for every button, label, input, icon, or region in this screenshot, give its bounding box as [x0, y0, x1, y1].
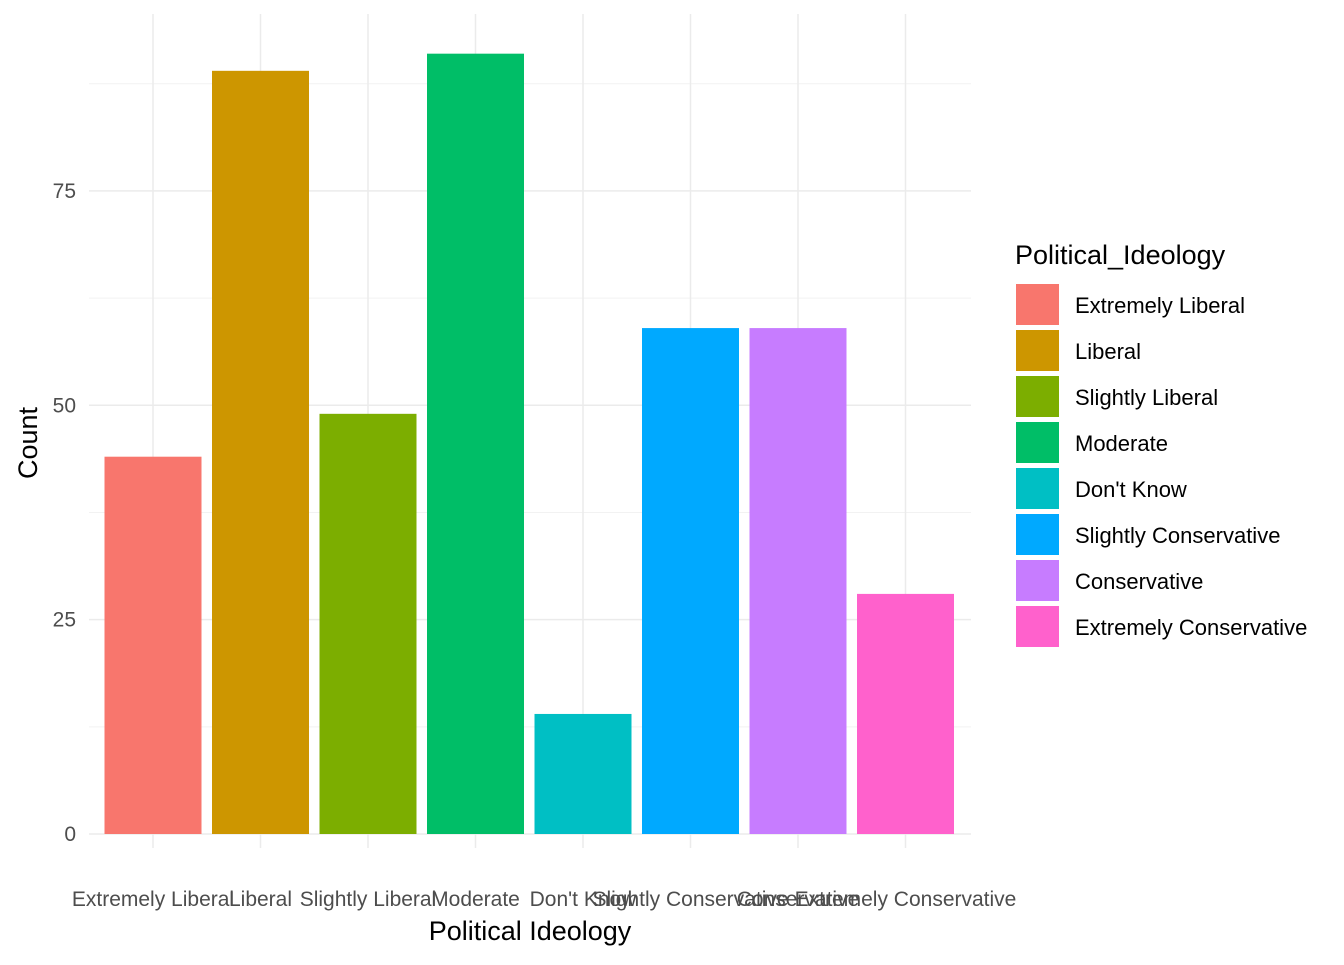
bar-5 — [642, 328, 739, 834]
bar-6 — [749, 328, 847, 834]
y-axis-title: Count — [13, 406, 43, 479]
y-tick-label: 75 — [53, 180, 76, 203]
legend-key — [1016, 468, 1059, 509]
legend-key — [1016, 376, 1059, 417]
bar-3 — [427, 53, 524, 835]
x-tick-label: Conservative — [737, 888, 860, 911]
legend-label: Extremely Conservative — [1075, 615, 1307, 640]
bars — [104, 53, 954, 835]
legend-label: Conservative — [1075, 569, 1203, 594]
legend-label: Extremely Liberal — [1075, 293, 1245, 318]
bar-1 — [212, 70, 309, 834]
x-tick-label: Extremely Conservative — [795, 888, 1017, 911]
x-tick-label: Moderate — [431, 888, 520, 911]
legend: Political_Ideology Extremely Liberal Libe… — [1015, 240, 1307, 647]
x-tick-label: Extremely Liberal — [72, 888, 234, 911]
x-tick-label: Liberal — [229, 888, 292, 911]
legend-key — [1016, 560, 1059, 601]
legend-label: Slightly Conservative — [1075, 523, 1280, 548]
y-tick-label: 25 — [53, 609, 76, 632]
legend-label: Liberal — [1075, 339, 1141, 364]
bar-2 — [319, 413, 417, 834]
x-axis-title: Political Ideology — [429, 916, 632, 946]
bar-0 — [104, 456, 202, 834]
legend-label: Don't Know — [1075, 477, 1187, 502]
legend-key — [1016, 514, 1059, 555]
legend-title: Political_Ideology — [1015, 240, 1226, 270]
legend-label: Slightly Liberal — [1075, 385, 1218, 410]
x-tick-label: Slightly Liberal — [300, 888, 437, 911]
legend-key — [1016, 284, 1059, 325]
legend-label: Moderate — [1075, 431, 1168, 456]
bar-4 — [534, 713, 632, 834]
legend-items: Extremely Liberal Liberal Slightly Liberal… — [1016, 284, 1307, 647]
y-tick-label: 50 — [53, 394, 76, 417]
legend-key — [1016, 606, 1059, 647]
bar-7 — [857, 593, 954, 834]
x-tick-label: Slightly Conservative — [592, 888, 788, 911]
legend-key — [1016, 422, 1059, 463]
y-tick-label: 0 — [64, 823, 76, 846]
legend-key — [1016, 330, 1059, 371]
x-tick-label: Don't Know — [530, 888, 638, 911]
y-axis-ticks: 0 25 50 75 — [53, 180, 76, 846]
